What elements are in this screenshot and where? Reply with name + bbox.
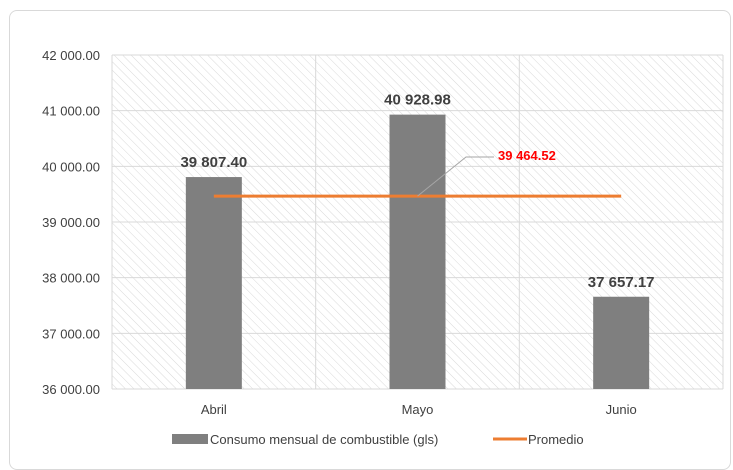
y-tick-label: 36 000.00	[42, 382, 100, 397]
data-labels: 39 807.40 40 928.98 37 657.17 39 464.52	[180, 92, 654, 291]
bar-data-label: 37 657.17	[588, 274, 655, 291]
y-tick-label: 41 000.00	[42, 104, 100, 119]
legend: Consumo mensual de combustible (gls) Prom…	[172, 432, 584, 447]
y-tick-label: 42 000.00	[42, 48, 100, 63]
legend-line-label: Promedio	[528, 432, 584, 447]
y-tick-label: 39 000.00	[42, 215, 100, 230]
average-line-group	[213, 156, 622, 198]
bar-data-label: 40 928.98	[384, 92, 451, 109]
legend-bar-label: Consumo mensual de combustible (gls)	[210, 432, 438, 447]
x-tick-label: Mayo	[402, 402, 434, 417]
average-leader-line	[417, 156, 494, 197]
bar-mayo	[389, 114, 446, 389]
average-data-label: 39 464.52	[498, 148, 556, 163]
bar-abril	[185, 177, 242, 389]
y-tick-label: 37 000.00	[42, 326, 100, 341]
x-axis: Abril Mayo Junio	[201, 402, 637, 417]
bar-junio	[593, 296, 650, 389]
x-tick-label: Abril	[201, 402, 227, 417]
x-tick-label: Junio	[606, 402, 637, 417]
bars	[185, 114, 650, 389]
y-tick-label: 38 000.00	[42, 271, 100, 286]
y-axis: 36 000.00 37 000.00 38 000.00 39 000.00 40 0…	[42, 48, 100, 397]
chart: 36 000.00 37 000.00 38 000.00 39 000.00 40 0…	[42, 48, 724, 447]
y-tick-label: 40 000.00	[42, 159, 100, 174]
legend-bar-swatch	[172, 434, 208, 444]
bar-data-label: 39 807.40	[180, 154, 247, 171]
